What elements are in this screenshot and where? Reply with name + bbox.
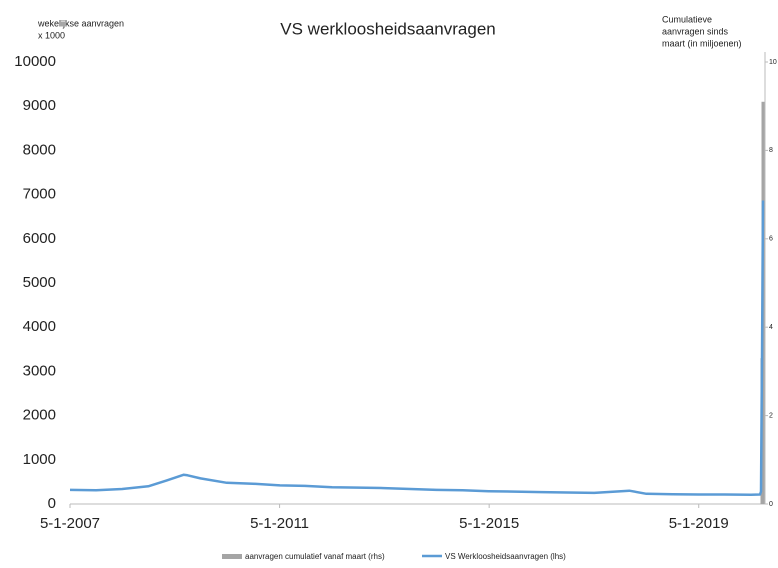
y-tick-label: 9000 <box>23 97 56 114</box>
y-tick-label: 0 <box>48 495 56 512</box>
y-axis-label: wekelijkse aanvragen <box>37 18 124 28</box>
y2-axis-label: Cumulatieve <box>662 14 712 24</box>
x-tick-label: 5-1-2019 <box>669 515 729 532</box>
legend-swatch <box>222 554 242 559</box>
y2-tick-label: 4 <box>769 324 773 331</box>
legend-label: VS Werkloosheidsaanvragen (lhs) <box>445 552 566 561</box>
y2-tick-label: 8 <box>769 147 773 154</box>
y-tick-label: 7000 <box>23 186 56 203</box>
y-tick-label: 10000 <box>14 53 56 70</box>
y-tick-label: 3000 <box>23 362 56 379</box>
line <box>69 200 765 496</box>
y-tick-label: 8000 <box>23 141 56 158</box>
y2-tick-label: 2 <box>769 412 773 419</box>
x-tick-label: 5-1-2007 <box>40 515 100 532</box>
y-tick-label: 2000 <box>23 407 56 424</box>
y-tick-label: 5000 <box>23 274 56 291</box>
y2-tick-label: 10 <box>769 59 777 66</box>
x-tick-label: 5-1-2015 <box>459 515 519 532</box>
y-tick-label: 6000 <box>23 230 56 247</box>
y2-axis-label: maart (in miljoenen) <box>662 38 742 48</box>
chart-title: VS werkloosheidsaanvragen <box>280 19 495 38</box>
y2-axis-label: aanvragen sinds <box>662 26 729 36</box>
y-tick-label: 4000 <box>23 318 56 335</box>
legend-label: aanvragen cumulatief vanaf maart (rhs) <box>245 552 385 561</box>
y-axis-label: x 1000 <box>38 30 65 40</box>
y-tick-label: 1000 <box>23 451 56 468</box>
y2-tick-label: 6 <box>769 236 773 243</box>
y2-tick-label: 0 <box>769 501 773 508</box>
x-tick-label: 5-1-2011 <box>250 515 309 532</box>
